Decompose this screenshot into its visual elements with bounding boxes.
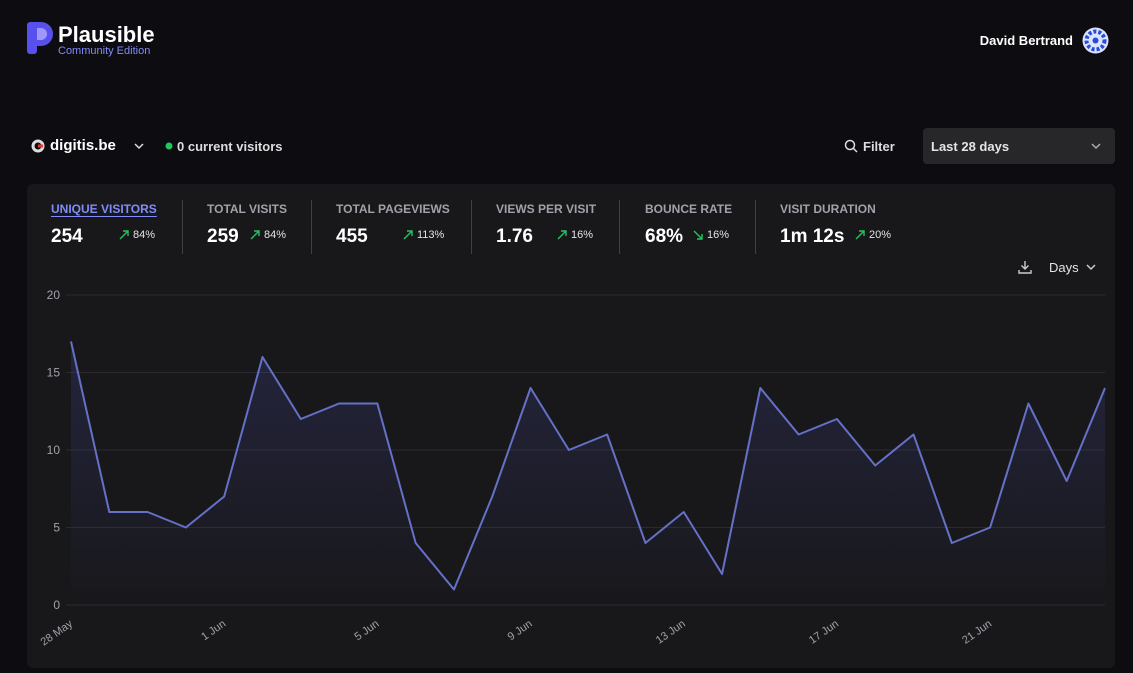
stat-divider bbox=[182, 200, 183, 254]
change-value: 113% bbox=[417, 229, 445, 241]
stat-change: 16% bbox=[557, 229, 593, 241]
stat-divider bbox=[471, 200, 472, 254]
change-arrow bbox=[403, 230, 413, 240]
stat-label[interactable]: BOUNCE RATE bbox=[645, 202, 733, 216]
x-tick-label: 17 Jun bbox=[807, 618, 841, 647]
area bbox=[71, 341, 1105, 605]
user-name[interactable]: David Bertrand bbox=[979, 33, 1073, 48]
stat-divider bbox=[311, 200, 312, 254]
y-tick-label: 0 bbox=[53, 598, 60, 612]
site-favicon bbox=[31, 139, 45, 153]
arrow-path bbox=[693, 230, 703, 240]
x-tick-label: 28 May bbox=[39, 618, 76, 649]
x-tick-label: 5 Jun bbox=[352, 618, 381, 643]
change-value: 16% bbox=[571, 229, 594, 241]
x-tick-label: 21 Jun bbox=[960, 618, 994, 647]
stat-label[interactable]: VIEWS PER VISIT bbox=[496, 202, 597, 216]
stat-divider bbox=[619, 200, 620, 254]
interval-select[interactable]: Days bbox=[1049, 260, 1079, 275]
change-value: 20% bbox=[869, 229, 892, 241]
search-icon[interactable] bbox=[844, 139, 858, 153]
stat-change: 113% bbox=[403, 229, 444, 241]
stat-value: 455 bbox=[336, 226, 368, 247]
x-tick-label: 1 Jun bbox=[199, 618, 228, 643]
change-value: 84% bbox=[264, 229, 287, 241]
change-arrow bbox=[119, 230, 129, 240]
arrow-path bbox=[403, 230, 413, 240]
interval-chevron[interactable] bbox=[1085, 262, 1097, 272]
change-arrow bbox=[693, 230, 703, 240]
change-value: 16% bbox=[707, 229, 730, 241]
period-label: Last 28 days bbox=[931, 139, 1010, 154]
y-tick-label: 15 bbox=[47, 366, 61, 380]
arrow-path bbox=[557, 230, 567, 240]
arrow-path bbox=[855, 230, 865, 240]
change-arrow bbox=[557, 230, 567, 240]
download-icon[interactable] bbox=[1018, 260, 1032, 274]
site-chevron[interactable] bbox=[133, 141, 145, 151]
stat-label[interactable]: TOTAL PAGEVIEWS bbox=[336, 202, 450, 216]
stat-value: 254 bbox=[51, 226, 83, 247]
period-chevron bbox=[1091, 143, 1101, 150]
stat-value: 259 bbox=[207, 226, 239, 247]
arrow-path bbox=[250, 230, 260, 240]
avatar[interactable] bbox=[1082, 27, 1109, 54]
stat-label[interactable]: UNIQUE VISITORS bbox=[51, 202, 157, 216]
stat-change: 16% bbox=[693, 229, 729, 241]
stat-change: 84% bbox=[119, 229, 155, 241]
site-domain[interactable]: digitis.be bbox=[50, 137, 116, 154]
line bbox=[70, 341, 1106, 591]
y-tick-label: 5 bbox=[53, 521, 60, 535]
live-dot bbox=[165, 142, 173, 150]
edition: Community Edition bbox=[58, 45, 151, 57]
stat-divider bbox=[755, 200, 756, 254]
x-tick-label: 13 Jun bbox=[654, 618, 688, 647]
change-arrow bbox=[855, 230, 865, 240]
change-arrow bbox=[250, 230, 260, 240]
filter-button[interactable]: Filter bbox=[863, 139, 895, 154]
logo bbox=[27, 22, 53, 54]
x-tick-label: 9 Jun bbox=[506, 618, 535, 643]
stat-label[interactable]: VISIT DURATION bbox=[780, 202, 876, 216]
stat-change: 84% bbox=[250, 229, 286, 241]
y-tick-label: 10 bbox=[47, 443, 61, 457]
stat-change: 20% bbox=[855, 229, 891, 241]
stat-value: 68% bbox=[645, 226, 684, 247]
stat-value: 1m 12s bbox=[780, 226, 845, 247]
change-value: 84% bbox=[133, 229, 156, 241]
stat-value: 1.76 bbox=[496, 226, 533, 247]
period-picker[interactable]: Last 28 days bbox=[923, 128, 1115, 164]
y-tick-label: 20 bbox=[47, 288, 61, 302]
stat-label[interactable]: TOTAL VISITS bbox=[207, 202, 288, 216]
brand: Plausible bbox=[58, 22, 155, 47]
arrow-path bbox=[119, 230, 129, 240]
current-visitors: 0 current visitors bbox=[177, 139, 283, 154]
